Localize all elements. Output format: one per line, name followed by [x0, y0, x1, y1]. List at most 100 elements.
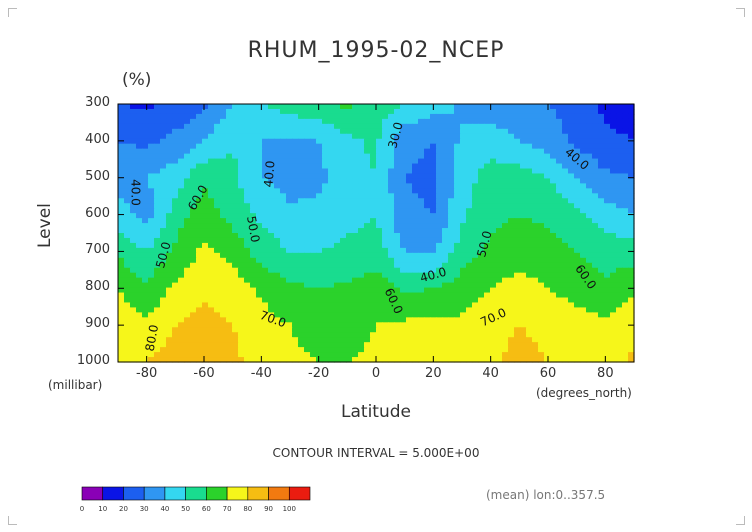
heatmap-cell	[496, 297, 503, 304]
heatmap-cell	[574, 188, 581, 194]
heatmap-cell	[430, 128, 437, 135]
heatmap-cell	[328, 287, 335, 294]
heatmap-cell	[298, 108, 305, 115]
heatmap-cell	[340, 327, 347, 333]
heatmap-cell	[142, 138, 149, 145]
heatmap-cell	[328, 257, 335, 264]
heatmap-cell	[430, 138, 437, 145]
heatmap-cell	[172, 242, 179, 249]
heatmap-cell	[346, 113, 353, 120]
heatmap-cell	[412, 277, 419, 284]
colorbar-tick-label: 80	[243, 505, 253, 513]
heatmap-cell	[460, 312, 467, 318]
heatmap-cell	[136, 113, 143, 120]
heatmap-cell	[376, 302, 383, 309]
heatmap-cell	[418, 143, 425, 150]
heatmap-cell	[394, 148, 401, 155]
heatmap-cell	[154, 327, 161, 333]
heatmap-cell	[268, 188, 275, 194]
heatmap-cell	[592, 123, 599, 130]
heatmap-cell	[628, 337, 635, 343]
heatmap-cell	[568, 118, 575, 125]
heatmap-cell	[316, 277, 323, 284]
heatmap-cell	[466, 104, 473, 110]
heatmap-cell	[604, 357, 611, 363]
heatmap-cell	[382, 307, 389, 313]
heatmap-cell	[190, 223, 197, 229]
heatmap-cell	[190, 128, 197, 135]
heatmap-cell	[448, 178, 455, 184]
heatmap-cell	[172, 108, 179, 115]
heatmap-cell	[628, 332, 635, 338]
heatmap-cell	[394, 312, 401, 318]
heatmap-cell	[124, 317, 131, 323]
heatmap-cell	[346, 173, 353, 180]
heatmap-cell	[232, 287, 239, 294]
heatmap-cell	[208, 252, 215, 259]
heatmap-cell	[616, 233, 623, 239]
heatmap-cell	[322, 262, 329, 269]
heatmap-cell	[226, 327, 233, 333]
heatmap-cell	[538, 148, 545, 155]
heatmap-cell	[118, 118, 125, 125]
heatmap-cell	[238, 168, 245, 175]
heatmap-cell	[148, 357, 155, 363]
heatmap-cell	[496, 322, 503, 328]
heatmap-cell	[406, 252, 413, 259]
heatmap-cell	[268, 297, 275, 304]
heatmap-cell	[268, 252, 275, 259]
heatmap-cell	[412, 188, 419, 194]
heatmap-cell	[484, 327, 491, 333]
heatmap-cell	[484, 307, 491, 313]
colorbar-tick-label: 90	[264, 505, 273, 513]
heatmap-cell	[268, 203, 275, 209]
heatmap-cell	[244, 188, 251, 194]
heatmap-cell	[148, 317, 155, 323]
heatmap-cell	[214, 272, 221, 279]
heatmap-cell	[514, 257, 521, 264]
heatmap-cell	[226, 178, 233, 184]
heatmap-cell	[430, 277, 437, 284]
heatmap-cell	[520, 237, 527, 244]
heatmap-cell	[346, 108, 353, 115]
heatmap-cell	[616, 272, 623, 279]
heatmap-cell	[472, 138, 479, 145]
heatmap-cell	[382, 352, 389, 358]
heatmap-cell	[412, 153, 419, 160]
heatmap-cell	[532, 242, 539, 249]
heatmap-cell	[274, 183, 281, 189]
heatmap-cell	[244, 228, 251, 234]
heatmap-cell	[436, 247, 443, 254]
heatmap-cell	[184, 297, 191, 304]
heatmap-cell	[226, 347, 233, 353]
heatmap-cell	[556, 223, 563, 229]
heatmap-cell	[124, 193, 131, 199]
heatmap-cell	[394, 252, 401, 259]
heatmap-cell	[388, 272, 395, 279]
heatmap-cell	[580, 123, 587, 130]
heatmap-cell	[124, 312, 131, 318]
colorbar-tick-label: 50	[181, 505, 191, 513]
heatmap-cell	[244, 223, 251, 229]
heatmap-cell	[388, 193, 395, 199]
heatmap-cell	[322, 347, 329, 353]
heatmap-cell	[508, 332, 515, 338]
heatmap-cell	[526, 312, 533, 318]
heatmap-cell	[448, 233, 455, 239]
heatmap-cell	[250, 272, 257, 279]
heatmap-cell	[148, 213, 155, 219]
heatmap-cell	[448, 163, 455, 170]
heatmap-cell	[304, 347, 311, 353]
heatmap-cell	[220, 357, 227, 363]
heatmap-cell	[262, 223, 269, 229]
heatmap-cell	[256, 307, 263, 313]
heatmap-cell	[556, 357, 563, 363]
heatmap-cell	[460, 138, 467, 145]
heatmap-cell	[340, 312, 347, 318]
corner-mark-bl	[8, 516, 17, 525]
contour-label: 30.0	[385, 120, 405, 149]
heatmap-cell	[628, 128, 635, 135]
heatmap-cell	[418, 138, 425, 145]
heatmap-cell	[424, 332, 431, 338]
heatmap-cell	[484, 153, 491, 160]
